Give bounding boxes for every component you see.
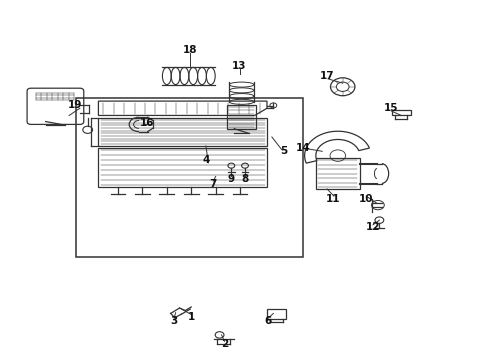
Text: 16: 16 (140, 118, 154, 128)
Text: 17: 17 (320, 71, 334, 81)
Bar (76, 98, 303, 257)
Bar (316, 158, 360, 189)
Text: 1: 1 (188, 312, 195, 322)
Text: 3: 3 (171, 316, 178, 325)
Text: 12: 12 (366, 222, 380, 232)
Text: 4: 4 (202, 155, 210, 165)
Text: 6: 6 (265, 316, 272, 325)
Text: 11: 11 (326, 194, 340, 204)
Bar (98, 118, 267, 146)
Text: 19: 19 (68, 100, 82, 111)
Bar (267, 309, 286, 319)
Text: 15: 15 (383, 103, 398, 113)
Text: 14: 14 (295, 143, 310, 153)
Bar (227, 105, 256, 129)
Bar (98, 148, 267, 187)
Bar (392, 110, 411, 116)
Text: 8: 8 (242, 174, 248, 184)
Text: 2: 2 (221, 339, 228, 349)
Text: 7: 7 (210, 179, 217, 189)
Text: 10: 10 (359, 194, 373, 204)
Text: 18: 18 (183, 45, 197, 55)
Text: 9: 9 (228, 174, 235, 184)
Text: 13: 13 (232, 61, 246, 71)
Text: 5: 5 (280, 145, 288, 156)
